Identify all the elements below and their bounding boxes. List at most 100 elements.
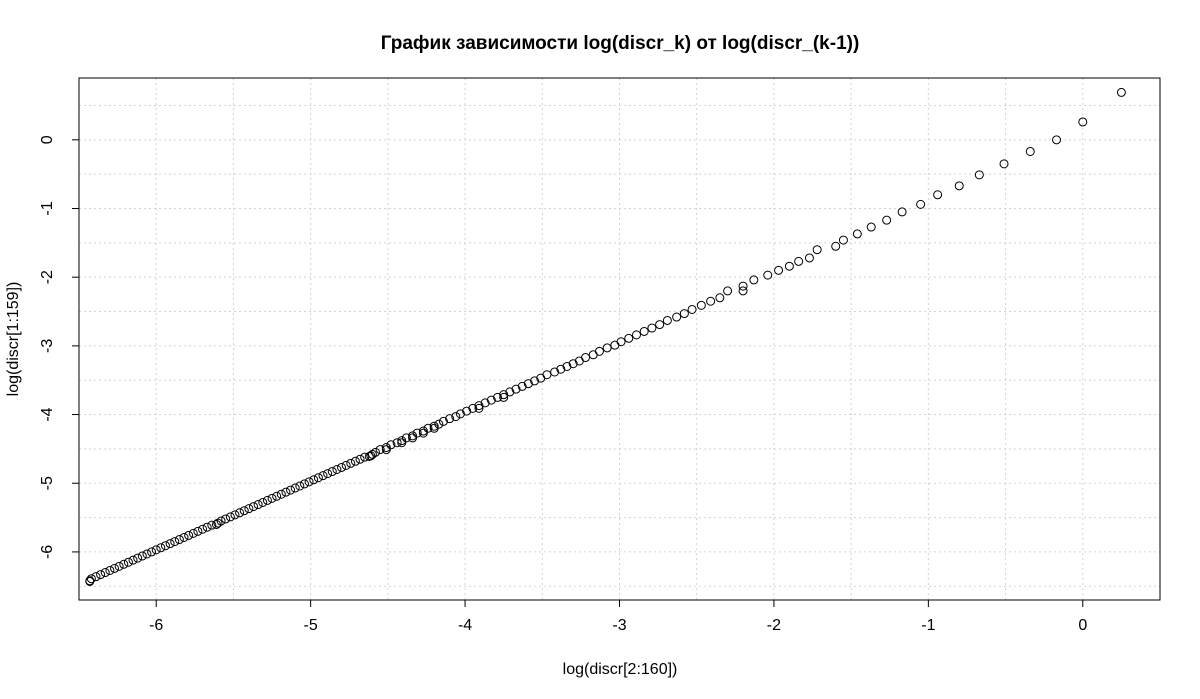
data-point (100, 568, 110, 578)
data-point (594, 346, 604, 356)
data-point (581, 353, 591, 363)
x-tick-label: 0 (1078, 617, 1087, 634)
data-point (812, 245, 822, 255)
data-point (198, 524, 208, 534)
data-point (480, 398, 490, 408)
data-point (249, 502, 259, 512)
data-point (142, 549, 152, 559)
data-point (165, 539, 175, 549)
data-point (434, 419, 444, 429)
x-tick-label: -6 (149, 617, 163, 634)
x-tick-label: -5 (304, 617, 318, 634)
y-tick-label: -2 (39, 270, 56, 284)
y-tick-label: -6 (39, 545, 56, 559)
data-point (804, 253, 814, 263)
data-point (933, 190, 943, 200)
data-point (367, 449, 377, 459)
data-point (276, 489, 286, 499)
data-point (562, 361, 572, 371)
data-point (1025, 146, 1035, 156)
data-point (170, 537, 180, 547)
data-point (216, 516, 226, 526)
data-point (738, 286, 748, 296)
data-point (616, 337, 626, 347)
data-point (610, 340, 620, 350)
data-point (588, 350, 598, 360)
data-point (91, 572, 101, 582)
data-point (499, 390, 509, 400)
data-point (655, 320, 665, 330)
data-point (230, 510, 240, 520)
data-point (364, 451, 374, 461)
data-point (114, 561, 124, 571)
data-point (499, 392, 509, 402)
data-point (133, 553, 143, 563)
data-point (455, 409, 465, 419)
data-point (624, 333, 634, 343)
chart-title: График зависимости log(discr_k) от log(d… (381, 33, 860, 54)
data-point (295, 481, 305, 491)
data-point (397, 438, 407, 448)
data-point (1052, 135, 1062, 145)
y-tick-label: 0 (39, 135, 56, 144)
y-tick-label: -4 (39, 407, 56, 421)
data-point (290, 483, 300, 493)
x-axis: -6 -5 -4 -3 -2 -1 0 (149, 599, 1087, 634)
data-point (831, 241, 841, 251)
data-point (536, 373, 546, 383)
data-point (105, 565, 115, 575)
data-point (207, 520, 217, 530)
data-point (160, 541, 170, 551)
data-point (672, 312, 682, 322)
data-point (174, 535, 184, 545)
data-point (392, 438, 402, 448)
data-point (662, 315, 672, 325)
data-point (156, 543, 166, 553)
data-point (272, 491, 282, 501)
data-point (631, 330, 641, 340)
data-point (371, 447, 381, 457)
data-point (493, 392, 503, 402)
data-point (235, 508, 245, 518)
data-point (239, 506, 249, 516)
data-point (337, 462, 347, 472)
data-point (262, 495, 272, 505)
y-tick-label: -5 (39, 476, 56, 490)
data-point (179, 532, 189, 542)
data-point (286, 485, 296, 495)
data-point (749, 275, 759, 285)
data-point (244, 504, 254, 514)
x-axis-label: log(discr[2:160]) (563, 661, 678, 678)
data-point (505, 387, 515, 397)
data-point (350, 456, 360, 466)
data-point (897, 207, 907, 217)
x-tick-label: -4 (458, 617, 472, 634)
data-point (530, 376, 540, 386)
grid (78, 78, 1160, 600)
data-point (346, 458, 356, 468)
data-point (267, 493, 277, 503)
data-point (299, 479, 309, 489)
data-point (445, 414, 455, 424)
data-point (147, 547, 157, 557)
data-point (916, 199, 926, 209)
data-point (123, 557, 133, 567)
data-point (602, 343, 612, 353)
x-tick-label: -3 (612, 617, 626, 634)
data-point (462, 406, 472, 416)
data-point (568, 359, 578, 369)
data-point (211, 519, 221, 529)
data-point (418, 428, 428, 438)
data-point (401, 433, 411, 443)
data-point (110, 563, 120, 573)
data-point (323, 469, 333, 479)
data-point (468, 403, 478, 413)
data-point (341, 460, 351, 470)
data-point (137, 551, 147, 561)
data-point (696, 300, 706, 310)
data-point (327, 467, 337, 477)
data-point (408, 433, 418, 443)
data-point (253, 500, 263, 510)
data-point (423, 423, 433, 433)
